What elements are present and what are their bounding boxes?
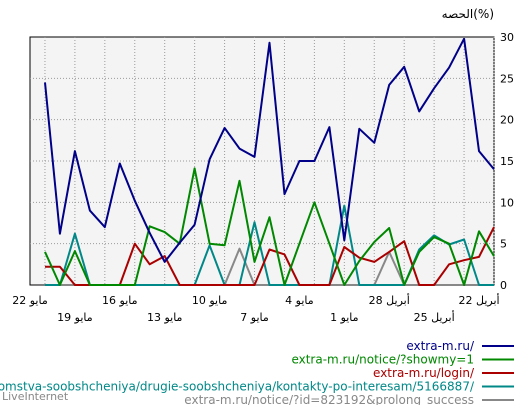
y-tick-label: 10: [500, 196, 514, 209]
x-tick-label: 28 أبريل: [369, 293, 410, 307]
series-line: [44, 37, 495, 263]
y-axis-title: الحصه(%): [442, 7, 494, 21]
y-tick-label: 25: [500, 72, 514, 85]
x-tick-label: 10 مايو: [192, 294, 228, 307]
legend-label: extra-m.ru/notice/?showmy=1: [291, 353, 474, 367]
x-tick-label: 22 مايو: [12, 294, 48, 307]
y-axis-ticks: 0 5 10 15 20 25 30: [500, 31, 514, 292]
x-axis-ticks: 22 مايو 16 مايو 10 مايو 4 مايو 28 أبريل 22 أب…: [12, 293, 499, 324]
series-lines: [44, 37, 495, 286]
legend-label: extra-m.ru/login/: [373, 366, 475, 380]
x-tick-label: 19 مايو: [57, 311, 93, 324]
series-line: [44, 167, 495, 286]
legend-label: xomstva-soobshcheniya/drugie-soobshcheni…: [0, 380, 475, 394]
y-tick-label: 5: [500, 238, 507, 251]
y-tick-label: 0: [500, 279, 507, 292]
x-tick-label: 16 مايو: [102, 294, 138, 307]
x-tick-label: 13 مايو: [147, 311, 183, 324]
x-tick-label: 7 مايو: [240, 311, 269, 324]
y-tick-label: 20: [500, 114, 514, 127]
legend-label: extra-m.ru/notice/?id=823192&prolong_suc…: [184, 393, 474, 405]
legend-label: extra-m.ru/: [406, 339, 475, 353]
x-tick-label: 4 مايو: [285, 294, 314, 307]
y-tick-label: 30: [500, 31, 514, 44]
x-tick-label: 25 أبريل: [414, 310, 455, 324]
grid-lines: [30, 37, 495, 285]
y-tick-label: 15: [500, 155, 514, 168]
legend: extra-m.ru/extra-m.ru/notice/?showmy=1ex…: [0, 339, 514, 405]
watermark-text: LiveInternet: [2, 390, 69, 403]
x-tick-label: 1 مايو: [330, 311, 359, 324]
x-tick-label: 22 أبريل: [458, 293, 499, 307]
